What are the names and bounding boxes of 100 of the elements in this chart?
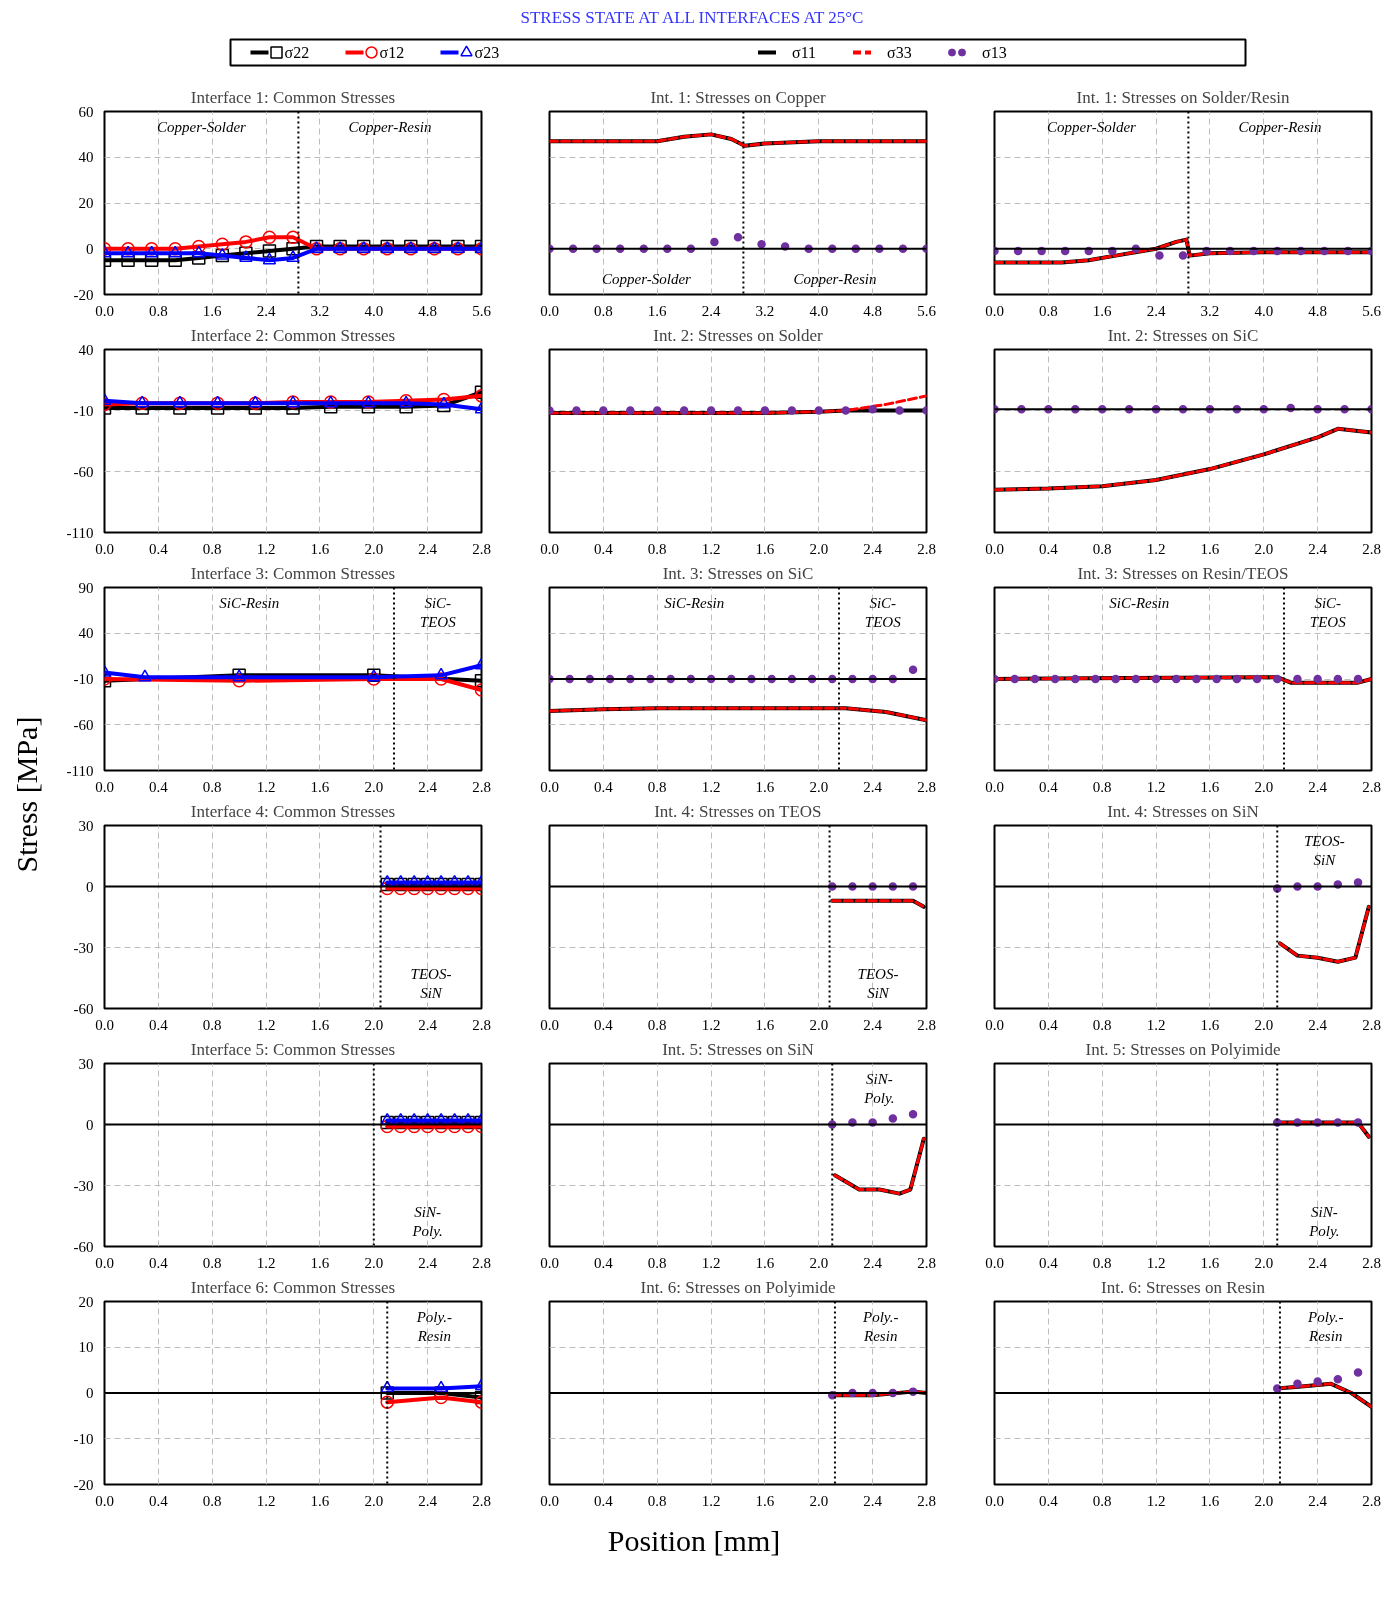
x-tick-label: 1.6 xyxy=(1200,540,1220,557)
x-tick-label: 0.8 xyxy=(647,1016,667,1033)
x-tick-label: 2.4 xyxy=(863,1492,883,1509)
x-tick-label: 2.4 xyxy=(1308,540,1328,557)
x-tick-label: 0.0 xyxy=(985,1254,1004,1271)
chart-title: Int. 2: Stresses on SiC xyxy=(1107,325,1259,345)
x-tick-label: 2.0 xyxy=(364,1254,384,1271)
y-tick-label: 40 xyxy=(78,341,94,358)
x-tick-label: 2.0 xyxy=(364,778,384,795)
x-tick-label: 1.6 xyxy=(310,778,330,795)
x-tick-label: 0.8 xyxy=(202,1016,222,1033)
annotation: Poly.- Resin xyxy=(862,1308,899,1345)
x-tick-label: 0.4 xyxy=(148,540,169,557)
x-tick-label: 2.8 xyxy=(917,1492,936,1509)
annotation: TEOS- SiN xyxy=(1303,832,1345,869)
x-tick-label: 1.2 xyxy=(256,540,276,557)
x-tick-label: 0.8 xyxy=(647,1492,667,1509)
x-tick-label: 2.8 xyxy=(1362,540,1381,557)
y-tick-label: 0 xyxy=(86,1385,94,1401)
x-tick-label: 0.0 xyxy=(540,540,559,557)
annotation: SiN- Poly. xyxy=(411,1203,443,1240)
annotation: SiC- TEOS xyxy=(1309,594,1347,631)
y-tick-label: -110 xyxy=(66,524,94,541)
x-tick-label: 1.6 xyxy=(310,1492,330,1509)
chart-title: Int. 2: Stresses on Solder xyxy=(653,325,824,345)
chart-title: Interface 5: Common Stresses xyxy=(190,1039,396,1059)
y-tick-label: 20 xyxy=(78,195,94,211)
x-tick-label: 2.4 xyxy=(418,778,438,795)
x-tick-label: 0.0 xyxy=(985,778,1004,795)
annotation: SiN- Poly. xyxy=(1308,1203,1340,1240)
x-tick-label: 1.6 xyxy=(755,1016,775,1033)
y-tick-label: -60 xyxy=(73,716,94,733)
x-tick-label: 1.6 xyxy=(1200,1016,1220,1033)
chart-title: Int. 4: Stresses on SiN xyxy=(1107,801,1259,821)
x-tick-label: 1.2 xyxy=(256,1492,276,1509)
x-tick-label: 2.8 xyxy=(1362,778,1381,795)
x-tick-label: 0.8 xyxy=(1092,540,1112,557)
x-tick-label: 2.8 xyxy=(917,778,936,795)
x-tick-label: 2.4 xyxy=(418,540,438,557)
x-tick-label: 1.2 xyxy=(701,1016,721,1033)
x-tick-label: 1.2 xyxy=(701,1254,721,1271)
y-tick-label: -20 xyxy=(73,286,94,303)
x-tick-label: 2.4 xyxy=(863,1254,883,1271)
y-tick-label: -10 xyxy=(73,1430,94,1447)
x-tick-label: 2.0 xyxy=(809,778,829,795)
x-tick-label: 1.6 xyxy=(202,302,223,319)
x-tick-label: 2.4 xyxy=(256,302,276,319)
x-tick-label: 0.4 xyxy=(593,1254,614,1271)
x-tick-label: 0.0 xyxy=(540,1492,559,1509)
x-tick-label: 0.4 xyxy=(148,778,169,795)
x-tick-label: 0.0 xyxy=(95,1492,114,1509)
x-tick-label: 2.8 xyxy=(472,1492,491,1509)
annotation: TEOS- SiN xyxy=(410,965,452,1002)
x-tick-label: 0.8 xyxy=(202,1254,222,1271)
x-tick-label: 1.2 xyxy=(1146,540,1166,557)
y-tick-label: 0 xyxy=(86,1116,94,1133)
x-tick-label: 4.8 xyxy=(863,302,883,319)
x-tick-label: 0.0 xyxy=(540,778,559,795)
x-tick-label: 2.0 xyxy=(1254,1254,1274,1271)
x-tick-label: 4.8 xyxy=(418,302,438,319)
annotation: Copper-Resin xyxy=(1238,118,1322,135)
x-tick-label: 0.8 xyxy=(1092,1492,1112,1509)
x-tick-label: 0.8 xyxy=(1092,778,1112,795)
chart-title: Int. 5: Stresses on Polyimide xyxy=(1085,1039,1281,1059)
annotation: Copper-Solder xyxy=(157,118,247,135)
x-tick-label: 2.4 xyxy=(418,1254,438,1271)
x-tick-label: 1.6 xyxy=(755,1492,775,1509)
x-tick-label: 0.8 xyxy=(647,778,667,795)
x-tick-label: 0.8 xyxy=(1092,1254,1112,1271)
y-tick-label: 40 xyxy=(78,625,94,642)
x-tick-label: 0.4 xyxy=(593,1016,614,1033)
x-tick-label: 0.4 xyxy=(1038,1016,1059,1033)
x-tick-label: 2.0 xyxy=(364,1492,384,1509)
y-tick-label: 10 xyxy=(78,1339,94,1356)
x-tick-label: 1.6 xyxy=(310,540,330,557)
x-tick-label: 2.4 xyxy=(1308,1492,1328,1509)
annotation: Poly.- Resin xyxy=(1307,1308,1344,1345)
annotation: SiC- TEOS xyxy=(864,594,902,631)
x-tick-label: 0.0 xyxy=(95,1254,114,1271)
x-tick-label: 0.8 xyxy=(593,302,613,319)
x-tick-label: 5.6 xyxy=(917,302,937,319)
x-tick-label: 4.0 xyxy=(364,302,384,319)
annotation: Copper-Resin xyxy=(793,271,877,288)
x-tick-label: 2.8 xyxy=(472,1254,491,1271)
chart-title: Interface 4: Common Stresses xyxy=(190,801,396,821)
y-tick-label: -10 xyxy=(73,671,94,687)
x-tick-label: 0.4 xyxy=(593,778,614,795)
x-tick-label: 2.8 xyxy=(1362,1492,1381,1509)
x-tick-label: 3.2 xyxy=(755,302,775,319)
x-tick-label: 0.8 xyxy=(1092,1016,1112,1033)
x-tick-label: 2.0 xyxy=(809,1016,829,1033)
annotation: Copper-Solder xyxy=(602,271,692,288)
legend-label: σ13 xyxy=(982,44,1007,61)
x-tick-label: 1.2 xyxy=(256,1016,276,1033)
y-tick-label: 20 xyxy=(78,1293,94,1310)
x-tick-label: 2.8 xyxy=(1362,1016,1381,1033)
y-tick-label: 60 xyxy=(78,103,94,120)
x-tick-label: 4.8 xyxy=(1308,302,1328,319)
legend-label: σ23 xyxy=(474,44,500,61)
chart-title: Int. 1: Stresses on Solder/Resin xyxy=(1076,87,1290,107)
